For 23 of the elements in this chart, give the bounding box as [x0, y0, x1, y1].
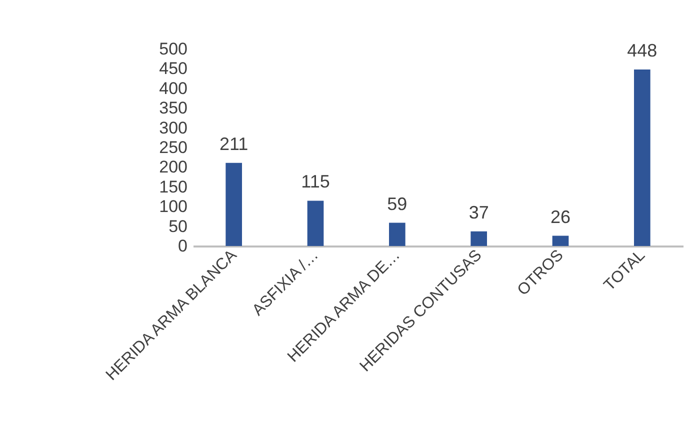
data-label: 211 — [219, 134, 248, 154]
y-tick-label: 100 — [159, 197, 188, 216]
y-tick-label: 450 — [159, 59, 188, 78]
data-label: 37 — [468, 202, 489, 222]
bar — [552, 236, 569, 246]
bar — [634, 69, 650, 246]
y-tick-label: 150 — [159, 177, 188, 196]
y-tick-label: 0 — [178, 236, 188, 256]
y-tick-label: 50 — [168, 216, 188, 236]
bar — [226, 162, 242, 246]
y-tick-label: 400 — [159, 78, 188, 98]
y-tick-label: 300 — [159, 118, 188, 138]
bar — [307, 200, 324, 246]
data-label: 448 — [627, 40, 658, 60]
y-tick-label: 200 — [159, 158, 188, 177]
bar — [389, 222, 406, 246]
data-label: 115 — [301, 172, 330, 192]
y-tick-label: 500 — [159, 40, 188, 58]
data-label: 26 — [550, 206, 571, 227]
y-tick-label: 350 — [159, 98, 188, 118]
bar — [470, 231, 487, 246]
y-tick-label: 250 — [159, 138, 188, 157]
data-label: 59 — [387, 194, 408, 214]
